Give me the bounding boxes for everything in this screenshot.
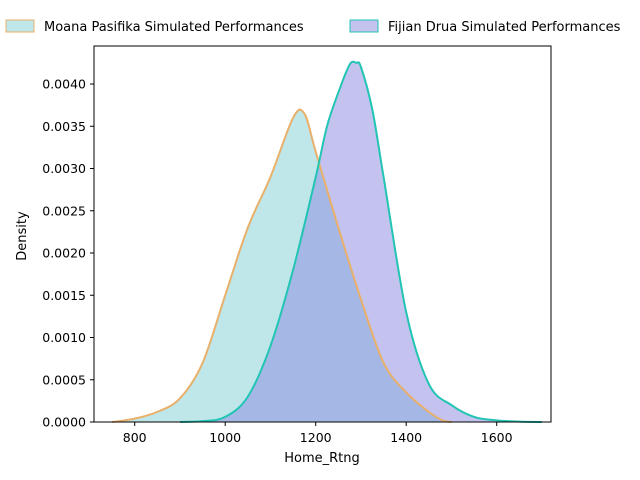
x-tick-label: 1000 — [209, 430, 241, 445]
y-tick-label: 0.0015 — [42, 288, 86, 303]
x-axis: 800 1000 1200 1400 1600 — [123, 422, 513, 445]
x-tick-label: 1600 — [481, 430, 513, 445]
density-area-fijian — [179, 61, 542, 422]
y-tick-label: 0.0005 — [42, 372, 86, 387]
legend-label-fijian: Fijian Drua Simulated Performances — [388, 20, 621, 35]
y-tick-label: 0.0030 — [42, 161, 86, 176]
y-tick-label: 0.0025 — [42, 203, 86, 218]
legend: Moana Pasifika Simulated Performances Fi… — [5, 19, 621, 35]
density-line-fijian — [179, 60, 542, 423]
x-axis-title: Home_Rtng — [284, 451, 360, 466]
x-tick-label: 1200 — [300, 430, 332, 445]
axes-frame — [93, 45, 552, 423]
legend-label-moana: Moana Pasifika Simulated Performances — [44, 20, 304, 35]
y-axis-title: Density — [15, 211, 30, 261]
y-tick-label: 0.0010 — [42, 330, 86, 345]
y-tick-label: 0.0040 — [42, 77, 86, 92]
legend-swatch-moana — [5, 19, 35, 33]
legend-swatch-fijian — [349, 19, 379, 33]
x-tick-label: 800 — [123, 430, 147, 445]
plot-area — [111, 60, 542, 423]
y-tick-label: 0.0035 — [42, 119, 86, 134]
density-line-moana — [111, 108, 452, 423]
y-tick-label: 0.0000 — [42, 415, 86, 430]
x-tick-label: 1400 — [390, 430, 422, 445]
y-axis: 0.0000 0.0005 0.0010 0.0015 0.0020 0.0025 0.00… — [42, 77, 94, 430]
y-tick-label: 0.0020 — [42, 246, 86, 261]
